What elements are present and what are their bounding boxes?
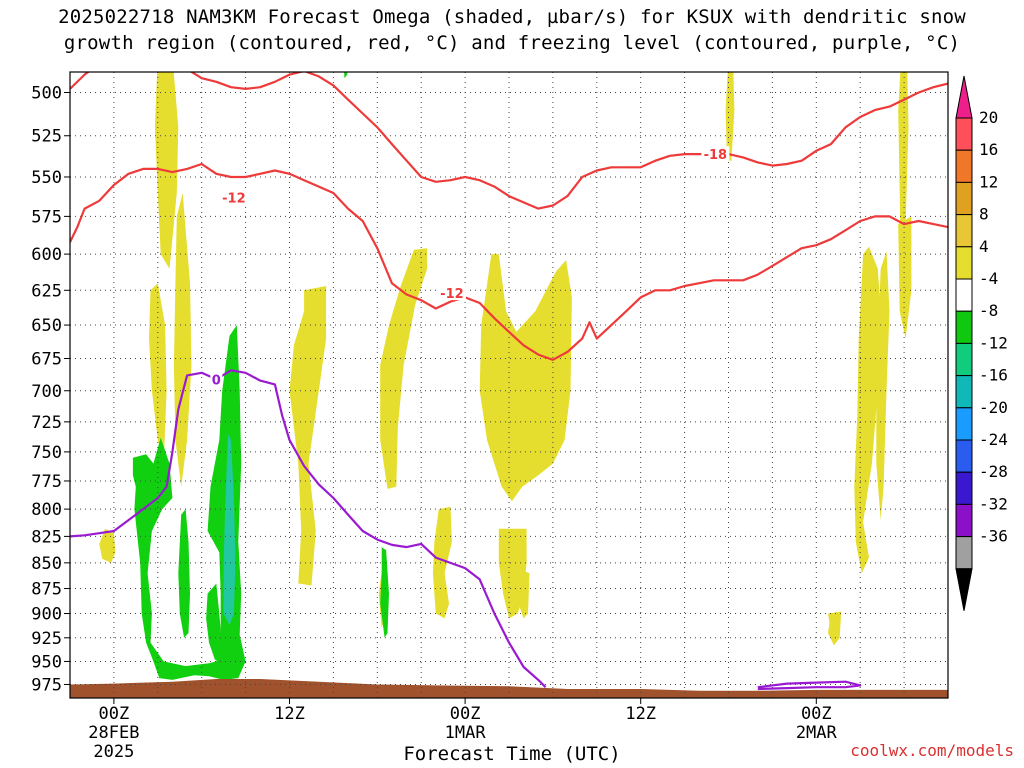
colorbar-segment-12	[955, 503, 973, 538]
y-tick-label-650: 650	[31, 316, 62, 336]
colorbar-segment-0	[955, 117, 973, 151]
omega-region-18	[178, 509, 190, 638]
colorbar-label-13: -36	[979, 527, 1008, 546]
omega-region-14	[898, 216, 912, 339]
colorbar-label-12: -32	[979, 494, 1008, 513]
omega-region-4	[289, 286, 327, 586]
colorbar-segment-11	[955, 471, 973, 505]
y-tick-label-550: 550	[31, 168, 62, 188]
colorbar-label-6: -8	[979, 301, 998, 320]
contour-label-bg-1	[701, 146, 730, 162]
x-tick-label-30: 00Z 1MAR	[444, 704, 486, 743]
omega-region-21	[344, 72, 348, 79]
colorbar-segment-8	[955, 375, 973, 409]
colorbar-label-8: -16	[979, 366, 1008, 385]
y-tick-label-775: 775	[31, 472, 62, 492]
omega-region-6	[432, 506, 452, 619]
y-tick-label-950: 950	[31, 652, 62, 672]
y-tick-label-925: 925	[31, 629, 62, 649]
x-tick-label-54: 00Z 2MAR	[795, 704, 837, 743]
colorbar-label-3: 8	[979, 205, 989, 224]
colorbar-segment-7	[955, 342, 973, 377]
colorbar-segment-6	[955, 310, 973, 344]
terrain-layer	[70, 679, 948, 698]
contour-line-freezing-closed	[757, 680, 862, 691]
colorbar-label-5: -4	[979, 269, 998, 288]
colorbar-label-10: -24	[979, 430, 1008, 449]
omega-region-9	[514, 568, 530, 619]
contour-label-0: -12	[222, 192, 246, 207]
plot-frame	[69, 71, 949, 699]
colorbar-label-0: 20	[979, 108, 998, 127]
omega-region-20	[380, 547, 389, 638]
colorbar-label-1: 16	[979, 140, 998, 159]
colorbar-segment-1	[955, 149, 973, 183]
omega-region-15	[828, 611, 842, 646]
omega-region-3	[99, 528, 116, 563]
y-tick-label-575: 575	[31, 207, 62, 227]
y-tick-label-600: 600	[31, 245, 62, 265]
x-tick-label-42: 12Z	[625, 704, 657, 724]
contour-label-1: -18	[704, 148, 728, 163]
x-tick-label-6: 00Z 28FEB 2025	[88, 704, 140, 762]
y-tick-label-875: 875	[31, 580, 62, 600]
chart-title-line-1: 2025022718 NAM3KM Forecast Omega (shaded…	[58, 6, 966, 28]
contour-label-bg-3	[210, 371, 223, 387]
axis-layer: 500 525 550 575 600 625 650 675 700 725 750 775 800 8…	[31, 71, 949, 704]
colorbar-label-4: 4	[979, 237, 989, 256]
site-credit[interactable]: coolwx.com/models	[850, 741, 1014, 760]
omega-region-19	[206, 583, 223, 662]
omega-region-5	[380, 248, 428, 489]
colorbar-segment-4	[955, 246, 973, 280]
omega-region-12	[854, 246, 881, 574]
contour-line-freezing	[70, 369, 547, 688]
contour-line-dgz_upper	[70, 72, 948, 210]
y-tick-label-900: 900	[31, 605, 62, 625]
colorbar-label-9: -20	[979, 398, 1008, 417]
colorbar-segment-9	[955, 407, 973, 441]
y-tick-label-525: 525	[31, 127, 62, 147]
colorbar-label-11: -28	[979, 462, 1008, 481]
omega-region-13	[876, 251, 890, 521]
omega-region-0	[154, 72, 179, 269]
colorbar-segment-2	[955, 181, 973, 216]
omega-shading-layer	[99, 72, 912, 680]
colorbar-top-triangle	[955, 75, 973, 119]
y-tick-label-675: 675	[31, 350, 62, 370]
omega-region-2	[149, 283, 167, 464]
x-tick-label-18: 12Z	[274, 704, 305, 724]
colorbar: 20 16 12 8 4 -4 -8 -12 -16 -20 -24 -28 -32 -36	[955, 75, 1008, 611]
contour-label-3: 0	[212, 373, 221, 388]
colorbar-label-2: 12	[979, 172, 998, 191]
y-tick-label-750: 750	[31, 443, 62, 463]
y-tick-label-700: 700	[31, 382, 62, 402]
y-tick-label-975: 975	[31, 675, 62, 695]
omega-region-22	[223, 434, 236, 626]
contour-line-dgz_lower	[70, 162, 948, 361]
colorbar-segment-3	[955, 214, 973, 248]
omega-region-10	[725, 72, 735, 161]
y-tick-label-800: 800	[31, 500, 62, 520]
omega-region-17	[132, 325, 246, 680]
colorbar-label-7: -12	[979, 333, 1008, 352]
y-tick-label-825: 825	[31, 527, 62, 547]
x-axis-title: Forecast Time (UTC)	[403, 743, 621, 765]
colorbar-segment-10	[955, 439, 973, 473]
contour-label-bg-0	[219, 189, 248, 205]
contour-label-bg-2	[437, 285, 466, 301]
colorbar-bottom-triangle	[955, 568, 973, 611]
y-tick-label-625: 625	[31, 281, 62, 301]
y-tick-label-725: 725	[31, 413, 62, 433]
y-tick-label-500: 500	[31, 84, 62, 104]
omega-region-7	[479, 254, 572, 502]
terrain-fill	[70, 679, 948, 698]
chart-title-line-2: growth region (contoured, red, °C) and f…	[63, 32, 961, 54]
colorbar-segment-13	[955, 536, 973, 570]
contour-layer: -12 -18 -12 0	[70, 72, 948, 691]
colorbar-segment-5	[955, 278, 973, 312]
contour-label-2: -12	[440, 287, 464, 302]
omega-region-1	[173, 193, 192, 487]
y-tick-label-850: 850	[31, 554, 62, 574]
